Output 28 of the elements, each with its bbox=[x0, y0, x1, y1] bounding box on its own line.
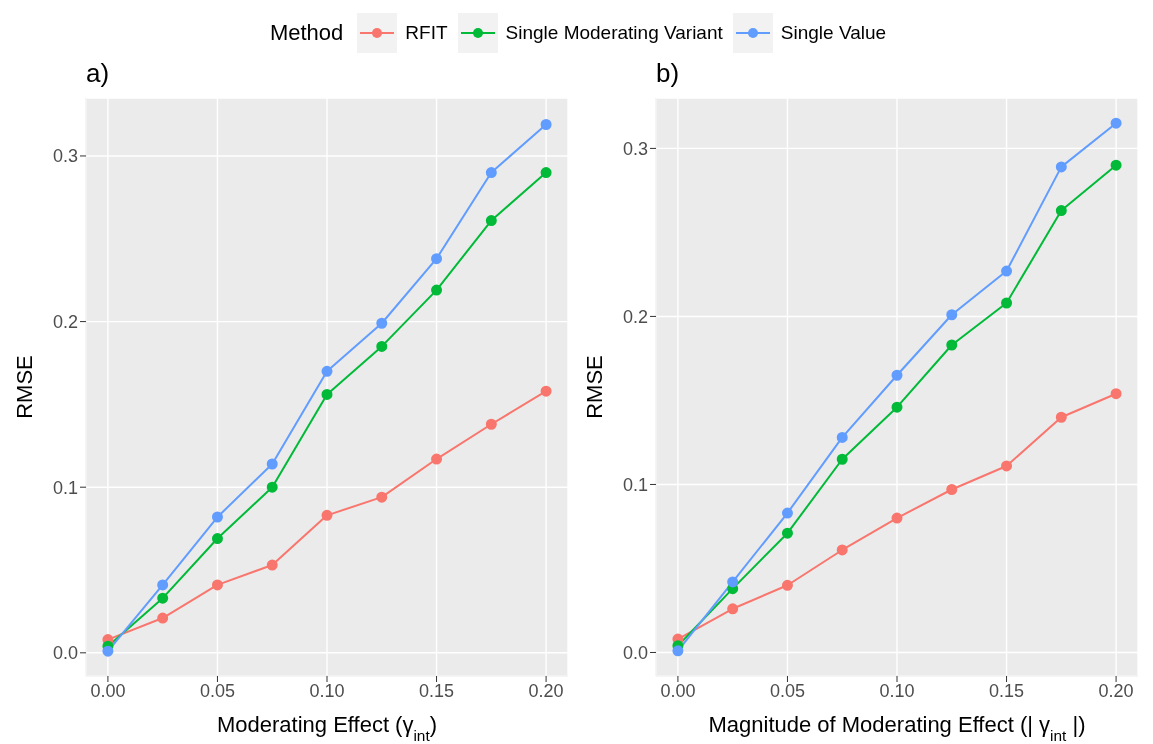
x-tick-label: 0.15 bbox=[989, 680, 1025, 701]
y-tick-label: 0.1 bbox=[622, 474, 648, 495]
x-tick-label: 0.10 bbox=[309, 680, 345, 701]
x-tick-label: 0.00 bbox=[90, 680, 126, 701]
x-tick-label: 0.20 bbox=[1098, 680, 1134, 701]
y-tick-label: 0.2 bbox=[622, 306, 648, 327]
y-tick-label: 0.2 bbox=[52, 311, 78, 332]
y-axis-title: RMSE bbox=[582, 355, 607, 419]
y-tick-label: 0.3 bbox=[622, 138, 648, 159]
x-tick-label: 0.20 bbox=[528, 680, 564, 701]
y-tick-label: 0.1 bbox=[52, 477, 78, 498]
legend-label: Single Value bbox=[779, 21, 887, 45]
legend-label: RFIT bbox=[404, 21, 448, 45]
x-tick-label: 0.05 bbox=[199, 680, 235, 701]
x-tick-label: 0.00 bbox=[660, 680, 696, 701]
y-tick-label: 0.3 bbox=[52, 146, 78, 167]
y-tick-label: 0.0 bbox=[622, 642, 648, 663]
y-tick-label: 0.0 bbox=[52, 643, 78, 664]
x-tick-label: 0.15 bbox=[419, 680, 455, 701]
y-axis-title: RMSE bbox=[12, 355, 37, 419]
x-tick-label: 0.10 bbox=[879, 680, 915, 701]
legend-label: Single Moderating Variant bbox=[504, 21, 723, 45]
x-tick-label: 0.05 bbox=[769, 680, 805, 701]
x-axis-title: Magnitude of Moderating Effect (| γ$_{int}$ |) bbox=[708, 712, 1086, 744]
x-axis-title: Moderating Effect (γ$_{int}$) bbox=[216, 712, 438, 744]
legend-title: Method bbox=[269, 20, 344, 46]
chart-title: a) bbox=[85, 58, 111, 90]
chart-title: b) bbox=[655, 58, 681, 90]
